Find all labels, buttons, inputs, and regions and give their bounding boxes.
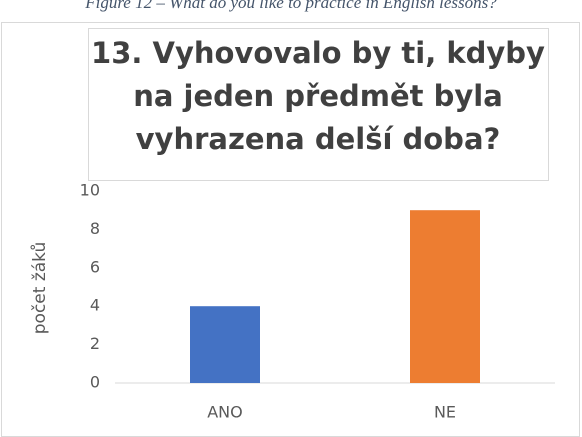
figure-caption: Figure 12 – What do you like to practice… [84,0,497,12]
chart-title: na jeden předmět byla [133,79,503,113]
y-axis-label: počet žáků [30,242,50,335]
bar [190,306,260,383]
y-tick-label: 10 [80,181,100,200]
y-tick-label: 4 [90,296,100,315]
bar [410,210,480,383]
y-tick-label: 0 [90,373,100,392]
y-tick-label: 2 [90,334,100,353]
y-tick-label: 8 [90,219,100,238]
x-tick-label: NE [434,403,456,422]
chart-title: vyhrazena delší doba? [136,122,501,156]
y-tick-label: 6 [90,257,100,276]
title-box [88,28,549,181]
x-tick-label: ANO [207,403,243,422]
chart-title: 13. Vyhovovalo by ti, kdyby [91,36,545,70]
